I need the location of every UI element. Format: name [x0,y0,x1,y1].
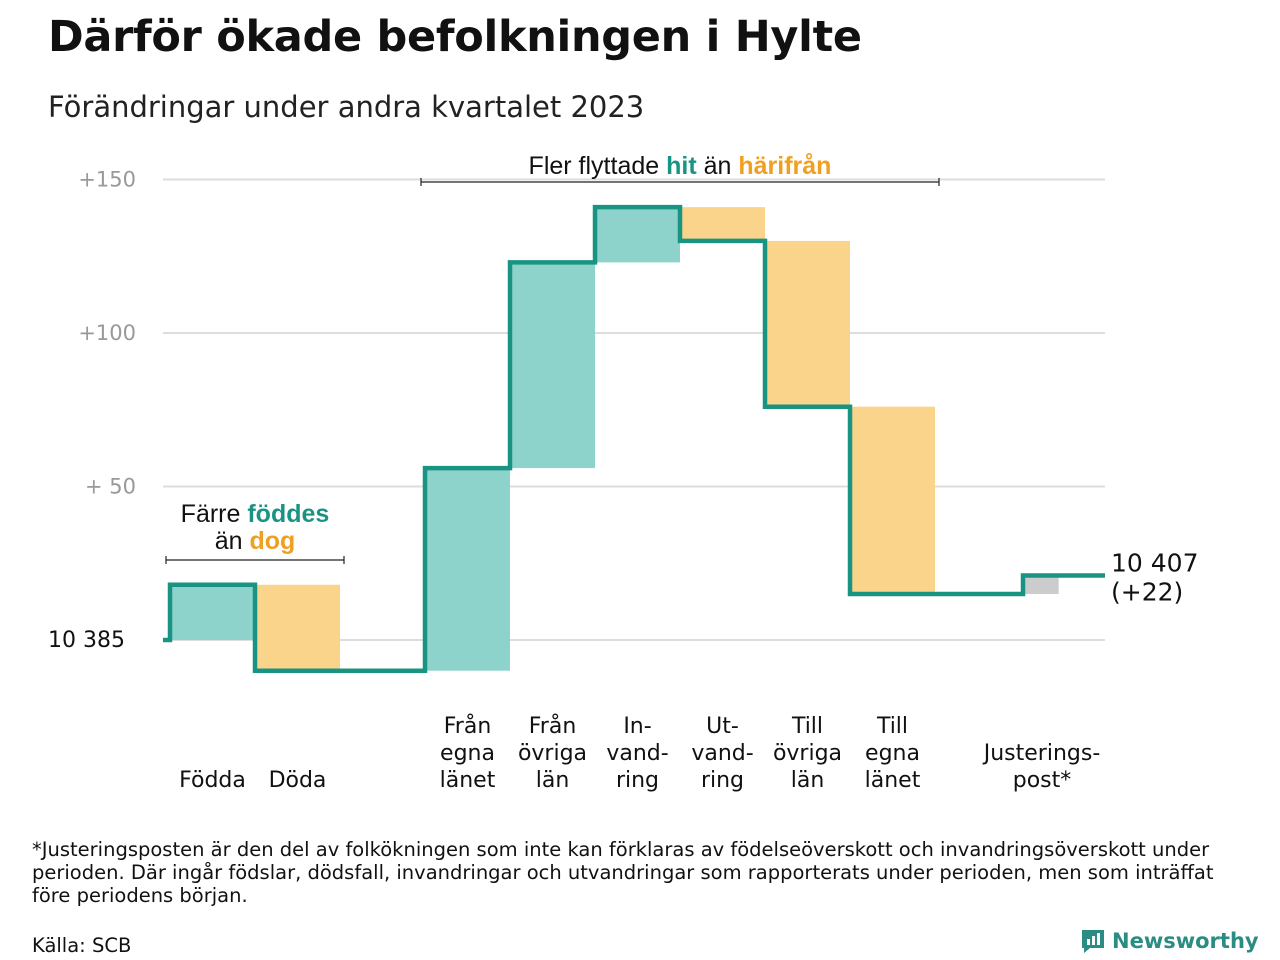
category-label: In- [623,714,651,739]
y-tick-label: + 50 [85,475,136,499]
start-value-label: 10 385 [48,628,125,653]
annotation-segment: hit [666,152,697,180]
annotation-segment: föddes [247,500,329,528]
waterfall-bar [510,262,595,469]
category-label: Justerings- [982,741,1101,766]
category-label: Döda [269,768,327,793]
annotation-text: Färre föddes [181,500,330,528]
category-label: ring [701,768,744,793]
waterfall-bar [850,406,935,594]
waterfall-bar [425,468,510,671]
category-label: län [536,768,570,793]
waterfall-bar [595,207,680,263]
category-label: post* [1013,768,1072,793]
category-label: ring [616,768,659,793]
y-tick-label: +100 [78,321,136,345]
cumulative-line [163,204,1105,673]
waterfall-bar [680,207,765,241]
category-label: egna [440,741,495,766]
annotation-segment: Färre [181,500,248,528]
end-value-label: (+22) [1111,578,1183,607]
category-label: vand- [606,741,668,766]
chart-title: Därför ökade befolkningen i Hylte [48,12,862,62]
category-label: övriga [773,741,842,766]
annotation-segment: än [697,152,739,180]
waterfall-bar [1023,575,1059,594]
annotation-segment: härifrån [738,152,831,180]
category-label: vand- [691,741,753,766]
category-label: länet [865,768,921,793]
annotation-segment: än [215,527,250,555]
y-tick-label: +150 [78,168,136,192]
annotation-segment: dog [249,527,295,555]
category-label: Från [444,713,492,739]
waterfall-bar [255,584,340,671]
category-label: länet [440,768,496,793]
category-label: län [791,768,825,793]
newsworthy-logo-icon [1082,930,1104,953]
category-label: övriga [518,741,587,766]
newsworthy-logo: Newsworthy [1080,928,1259,954]
end-value-label: 10 407 [1111,549,1198,578]
annotation-migration: Fler flyttade hit än härifrån [420,152,940,186]
waterfall-bar [765,240,850,407]
annotation-text: än dog [215,527,296,555]
waterfall-bar [170,584,255,640]
category-label: Till [876,714,908,739]
newsworthy-logo-text: Newsworthy [1112,929,1259,953]
source-credit: Källa: SCB [32,934,132,957]
category-label: egna [865,741,920,766]
category-label: Födda [179,768,246,793]
chart-subtitle: Förändringar under andra kvartalet 2023 [48,90,645,124]
annotation-text: Fler flyttade hit än härifrån [529,152,832,180]
category-label: Från [529,713,577,739]
footnote: *Justeringsposten är den del av folkökni… [32,838,1214,907]
category-label: Till [791,714,823,739]
category-label: Ut- [706,714,739,739]
annotation-segment: Fler flyttade [529,152,667,180]
